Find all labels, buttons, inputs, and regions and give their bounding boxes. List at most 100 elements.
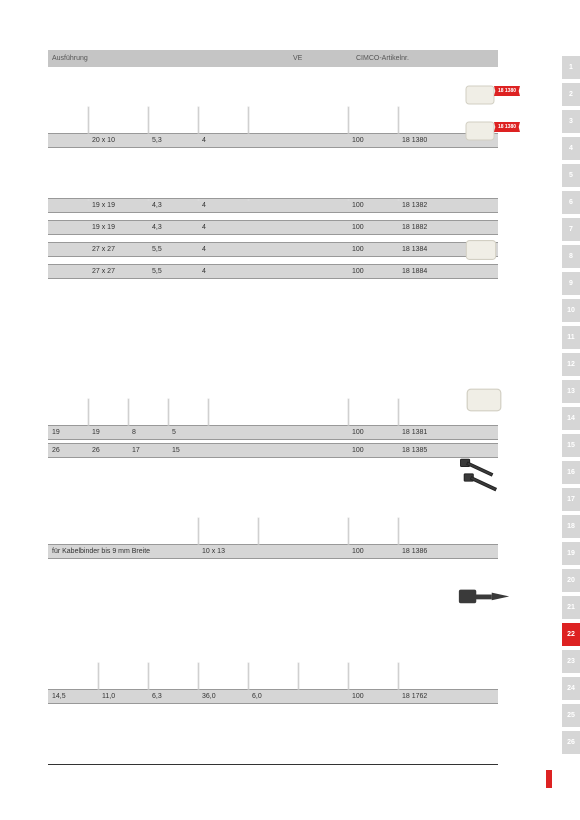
table-cell: 27 x 27 [88, 246, 148, 253]
table-cell: 4 [198, 224, 248, 231]
product-image [460, 380, 508, 420]
chapter-tab-10[interactable]: 10 [562, 299, 580, 322]
footer-marker [546, 770, 552, 788]
table-row: 19 x 194,34 10018 1382 [48, 198, 498, 213]
table-cell: 19 x 19 [88, 202, 148, 209]
table-cell: 4 [198, 202, 248, 209]
chapter-tab-14[interactable]: 14 [562, 407, 580, 430]
chapter-tab-3[interactable]: 3 [562, 110, 580, 133]
table-cell: 6,0 [248, 693, 298, 700]
table-cell: 26 [48, 447, 88, 454]
table-cell: 5,5 [148, 268, 198, 275]
chapter-tab-19[interactable]: 19 [562, 542, 580, 565]
table-cell: 100 [348, 137, 398, 144]
section-column-headers [48, 506, 498, 544]
chapter-tab-11[interactable]: 11 [562, 326, 580, 349]
section-column-headers [48, 188, 498, 198]
product-image [455, 585, 513, 633]
table-cell: 100 [348, 429, 398, 436]
table-section: 19198510018 13812626171510018 1385 [48, 387, 498, 458]
product-image [460, 116, 500, 146]
table-sections: 20 x 105,3410018 138019 x 194,3410018 13… [48, 95, 498, 704]
table-row: 19 x 194,3410018 1882 [48, 220, 498, 235]
table-cell: 4 [198, 137, 248, 144]
chapter-tab-25[interactable]: 25 [562, 704, 580, 727]
chapter-tab-21[interactable]: 21 [562, 596, 580, 619]
table-cell: 19 x 19 [88, 224, 148, 231]
product-image [455, 450, 510, 495]
table-cell: 19 [48, 429, 88, 436]
table-cell: 14,5 [48, 693, 98, 700]
header-ve: VE [293, 55, 348, 62]
header-ausfuehrung: Ausführung [48, 55, 293, 62]
chapter-tab-18[interactable]: 18 [562, 515, 580, 538]
table-cell: 26 [88, 447, 128, 454]
section-column-headers [48, 651, 498, 689]
chapter-tab-2[interactable]: 2 [562, 83, 580, 106]
table-cell: 15 [168, 447, 208, 454]
table-cell: 100 [348, 202, 398, 209]
chapter-tabs: 1234567891011121314151617181920212223242… [562, 56, 580, 758]
table-cell: 18 1762 [398, 693, 498, 700]
table-cell: 36,0 [198, 693, 248, 700]
table-cell: 18 1381 [398, 429, 498, 436]
table-cell: 11,0 [98, 693, 148, 700]
header-artikelnr: CIMCO-Artikelnr. [348, 55, 498, 62]
chapter-tab-15[interactable]: 15 [562, 434, 580, 457]
table-cell: 4,3 [148, 202, 198, 209]
table-section: für Kabelbinder bis 9 mm Breite10 x 13 10… [48, 506, 498, 559]
section-column-headers [48, 95, 498, 133]
chapter-tab-12[interactable]: 12 [562, 353, 580, 376]
chapter-tab-1[interactable]: 1 [562, 56, 580, 79]
chapter-tab-8[interactable]: 8 [562, 245, 580, 268]
table-cell: 100 [348, 224, 398, 231]
table-cell: 17 [128, 447, 168, 454]
chapter-tab-5[interactable]: 5 [562, 164, 580, 187]
table-cell: 100 [348, 548, 398, 555]
catalog-page: Ausführung VE CIMCO-Artikelnr. 20 x 105,… [48, 0, 498, 704]
chapter-tab-24[interactable]: 24 [562, 677, 580, 700]
chapter-tab-22[interactable]: 22 [562, 623, 580, 646]
table-row: 20 x 105,3410018 1380 [48, 133, 498, 148]
table-section: 14,511,06,336,06,0 10018 1762 [48, 651, 498, 704]
chapter-tab-26[interactable]: 26 [562, 731, 580, 754]
table-cell: 100 [348, 268, 398, 275]
product-badge: 18 1380 [494, 122, 520, 132]
chapter-tab-16[interactable]: 16 [562, 461, 580, 484]
table-cell: 4,3 [148, 224, 198, 231]
footer-rule [48, 764, 498, 765]
table-cell: 18 1382 [398, 202, 498, 209]
chapter-tab-9[interactable]: 9 [562, 272, 580, 295]
table-header-row: Ausführung VE CIMCO-Artikelnr. [48, 50, 498, 67]
table-cell: 20 x 10 [88, 137, 148, 144]
table-row: für Kabelbinder bis 9 mm Breite10 x 13 10… [48, 544, 498, 559]
chapter-tab-6[interactable]: 6 [562, 191, 580, 214]
table-cell: 100 [348, 447, 398, 454]
table-cell: für Kabelbinder bis 9 mm Breite [48, 548, 198, 555]
chapter-tab-13[interactable]: 13 [562, 380, 580, 403]
table-cell: 4 [198, 268, 248, 275]
chapter-tab-4[interactable]: 4 [562, 137, 580, 160]
table-cell: 27 x 27 [88, 268, 148, 275]
chapter-tab-17[interactable]: 17 [562, 488, 580, 511]
table-cell: 4 [198, 246, 248, 253]
table-cell: 5,5 [148, 246, 198, 253]
chapter-tab-7[interactable]: 7 [562, 218, 580, 241]
table-cell: 18 1386 [398, 548, 498, 555]
table-cell: 100 [348, 693, 398, 700]
table-cell: 19 [88, 429, 128, 436]
table-row: 19198510018 1381 [48, 425, 498, 440]
table-cell: 5,3 [148, 137, 198, 144]
section-column-headers [48, 387, 498, 425]
table-cell: 6,3 [148, 693, 198, 700]
table-cell: 5 [168, 429, 208, 436]
table-row: 14,511,06,336,06,0 10018 1762 [48, 689, 498, 704]
chapter-tab-20[interactable]: 20 [562, 569, 580, 592]
table-cell: 100 [348, 246, 398, 253]
table-cell: 10 x 13 [198, 548, 258, 555]
table-section: 20 x 105,3410018 1380 [48, 95, 498, 148]
table-section: 19 x 194,3410018 138219 x 194,3410018 18… [48, 188, 498, 279]
table-row: 2626171510018 1385 [48, 443, 498, 458]
chapter-tab-23[interactable]: 23 [562, 650, 580, 673]
product-badge: 18 1380 [494, 86, 520, 96]
